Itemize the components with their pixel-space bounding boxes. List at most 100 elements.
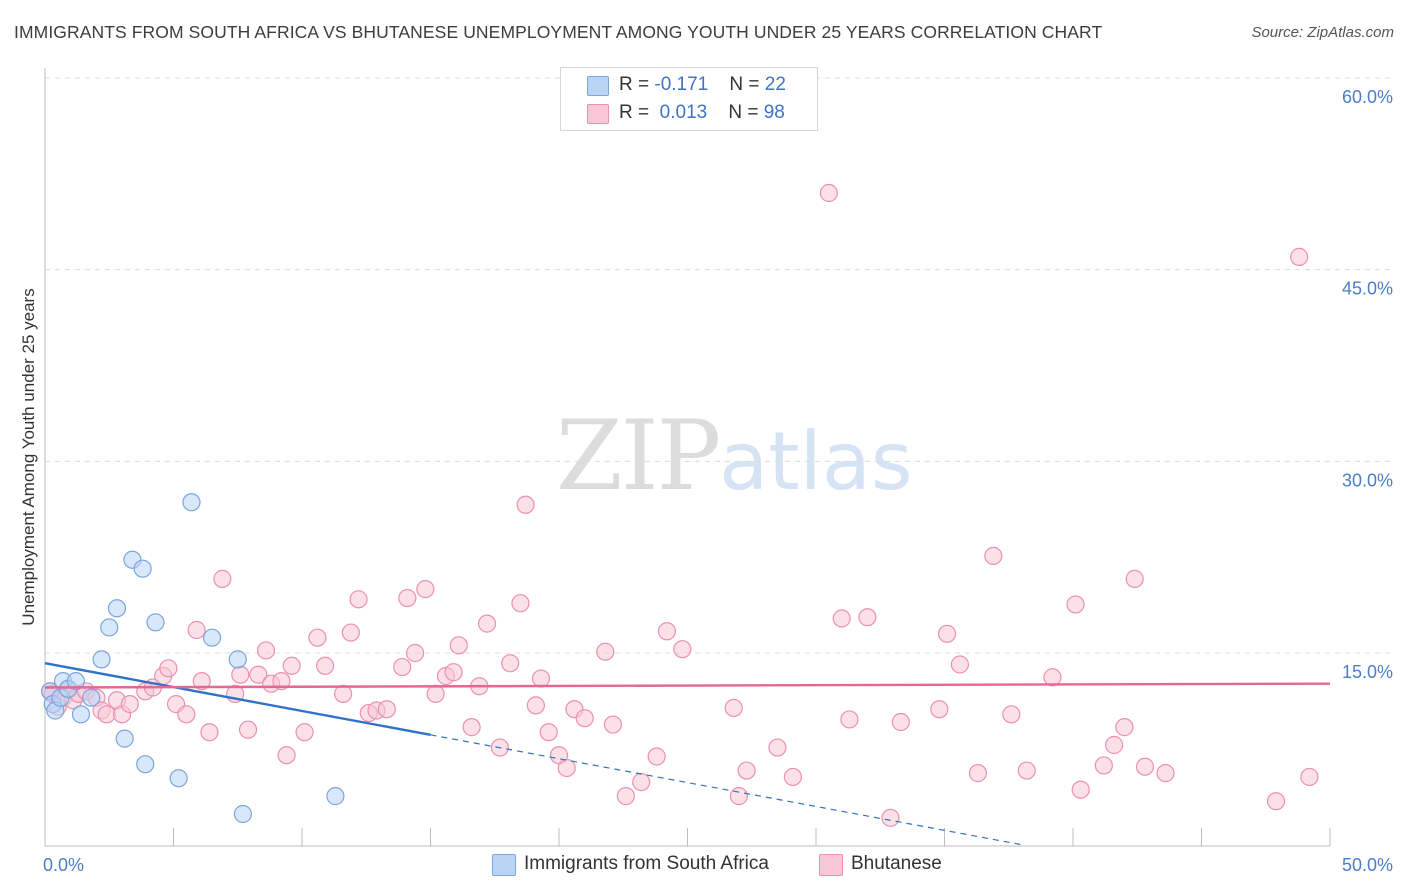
legend-r-value: -0.171	[654, 74, 709, 95]
data-point	[673, 640, 692, 659]
data-point	[1094, 756, 1113, 775]
bhutanese-points	[41, 183, 1319, 827]
data-point	[984, 546, 1003, 565]
bottom-legend-swatch-pink	[819, 854, 843, 876]
data-point	[819, 183, 838, 203]
source-label: Source: ZipAtlas.com	[1251, 24, 1394, 41]
legend-n-value: 22	[764, 74, 786, 95]
south-africa-points	[41, 493, 345, 824]
data-point	[1043, 668, 1062, 687]
data-point	[616, 787, 635, 806]
data-point	[737, 761, 756, 780]
watermark: ZIPatlas	[556, 400, 913, 512]
data-point	[249, 665, 268, 684]
data-point	[238, 720, 258, 739]
data-point	[1125, 569, 1144, 588]
data-point	[1066, 595, 1085, 614]
data-point	[891, 712, 910, 732]
data-point	[647, 747, 666, 766]
data-point	[1266, 792, 1286, 811]
data-point	[326, 787, 345, 806]
legend-swatch-blue	[587, 76, 609, 96]
data-point	[133, 559, 152, 578]
data-point	[449, 636, 468, 655]
data-point	[277, 746, 296, 765]
legend-n-label: N =	[729, 74, 765, 95]
data-point	[231, 665, 250, 684]
data-point	[724, 698, 743, 718]
data-point	[272, 672, 291, 691]
data-point	[950, 655, 970, 674]
legend-r-value: 0.013	[659, 102, 708, 123]
data-point	[477, 614, 497, 633]
data-point	[169, 769, 188, 788]
bottom-legend-label: Bhutanese	[851, 853, 942, 874]
y-axis-title: Unemployment Among Youth under 25 years	[19, 288, 38, 625]
data-point	[282, 656, 301, 675]
data-point	[881, 808, 900, 827]
data-point	[968, 764, 988, 783]
data-point	[1115, 718, 1134, 737]
data-point	[233, 804, 252, 824]
data-point	[107, 599, 127, 618]
chart-title: IMMIGRANTS FROM SOUTH AFRICA VS BHUTANES…	[14, 22, 1103, 42]
data-point	[768, 738, 787, 757]
data-point	[393, 657, 412, 677]
data-point	[115, 729, 134, 748]
bottom-legend-swatch-blue	[492, 854, 516, 876]
data-point	[1002, 705, 1021, 724]
data-point	[341, 623, 360, 642]
bottom-legend-label: Immigrants from South Africa	[524, 853, 769, 874]
data-point	[349, 590, 368, 609]
data-point	[526, 696, 545, 715]
data-point	[398, 588, 417, 608]
data-point	[930, 700, 949, 719]
data-point	[531, 669, 551, 688]
tick-labels: 15.0% 30.0% 45.0% 60.0% 0.0% 50.0% Unemploymen…	[19, 87, 1393, 875]
data-point	[177, 705, 196, 724]
data-point	[308, 628, 327, 647]
data-point	[729, 787, 749, 806]
data-point	[187, 620, 206, 640]
data-point	[256, 641, 276, 660]
legend-r-label: R =	[619, 102, 655, 123]
data-point	[832, 609, 851, 628]
data-point	[1105, 735, 1124, 755]
y-tick-label: 45.0%	[1342, 279, 1393, 299]
data-point	[783, 767, 802, 787]
legend-n-value: 98	[763, 102, 785, 123]
data-point	[539, 723, 558, 742]
trend-lines	[44, 662, 1331, 846]
data-point	[97, 705, 116, 724]
south-africa-trend-extension	[430, 734, 1022, 846]
data-point	[66, 672, 85, 691]
data-point	[1135, 757, 1155, 776]
data-point	[182, 493, 201, 512]
data-point	[213, 569, 232, 588]
bhutanese-trend-line	[44, 682, 1331, 689]
legend-n-label: N =	[728, 102, 764, 123]
data-point	[316, 656, 335, 675]
y-tick-label: 15.0%	[1342, 662, 1393, 682]
south-africa-trend-line	[44, 662, 431, 737]
data-point	[1156, 764, 1175, 783]
data-point	[632, 772, 651, 792]
legend-swatch-pink	[587, 104, 609, 124]
data-point	[1290, 247, 1309, 266]
watermark-zip: ZIP	[556, 400, 721, 512]
data-point	[136, 755, 155, 774]
data-point	[511, 594, 530, 613]
data-point	[596, 642, 615, 661]
data-point	[416, 580, 435, 599]
data-point	[1300, 767, 1319, 787]
data-point	[202, 628, 222, 647]
data-point	[295, 723, 314, 742]
data-point	[462, 718, 481, 737]
data-point	[146, 613, 165, 632]
data-point	[1071, 780, 1090, 799]
data-point	[501, 654, 520, 673]
data-point	[426, 684, 445, 703]
data-point	[575, 709, 594, 728]
data-point	[377, 700, 396, 719]
data-point	[120, 695, 139, 714]
